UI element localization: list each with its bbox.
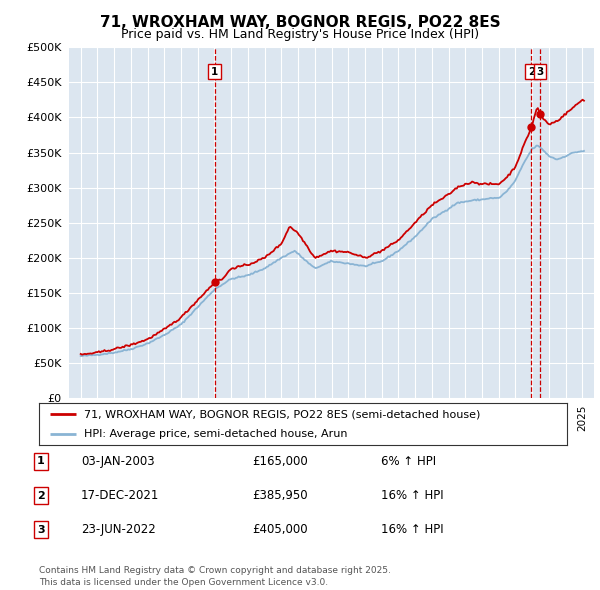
Text: 16% ↑ HPI: 16% ↑ HPI bbox=[381, 523, 443, 536]
Text: £165,000: £165,000 bbox=[252, 455, 308, 468]
Text: 16% ↑ HPI: 16% ↑ HPI bbox=[381, 489, 443, 502]
Text: £405,000: £405,000 bbox=[252, 523, 308, 536]
Text: £385,950: £385,950 bbox=[252, 489, 308, 502]
Text: 23-JUN-2022: 23-JUN-2022 bbox=[81, 523, 156, 536]
Text: 71, WROXHAM WAY, BOGNOR REGIS, PO22 8ES (semi-detached house): 71, WROXHAM WAY, BOGNOR REGIS, PO22 8ES … bbox=[84, 409, 480, 419]
Text: 3: 3 bbox=[536, 67, 544, 77]
Text: 2: 2 bbox=[528, 67, 535, 77]
Text: 6% ↑ HPI: 6% ↑ HPI bbox=[381, 455, 436, 468]
Text: Contains HM Land Registry data © Crown copyright and database right 2025.
This d: Contains HM Land Registry data © Crown c… bbox=[39, 566, 391, 587]
Text: HPI: Average price, semi-detached house, Arun: HPI: Average price, semi-detached house,… bbox=[84, 429, 347, 439]
Text: 03-JAN-2003: 03-JAN-2003 bbox=[81, 455, 155, 468]
Text: 2: 2 bbox=[37, 491, 44, 500]
Text: 71, WROXHAM WAY, BOGNOR REGIS, PO22 8ES: 71, WROXHAM WAY, BOGNOR REGIS, PO22 8ES bbox=[100, 15, 500, 30]
Text: 17-DEC-2021: 17-DEC-2021 bbox=[81, 489, 160, 502]
Text: 1: 1 bbox=[211, 67, 218, 77]
Text: Price paid vs. HM Land Registry's House Price Index (HPI): Price paid vs. HM Land Registry's House … bbox=[121, 28, 479, 41]
Text: 3: 3 bbox=[37, 525, 44, 535]
Text: 1: 1 bbox=[37, 457, 44, 466]
